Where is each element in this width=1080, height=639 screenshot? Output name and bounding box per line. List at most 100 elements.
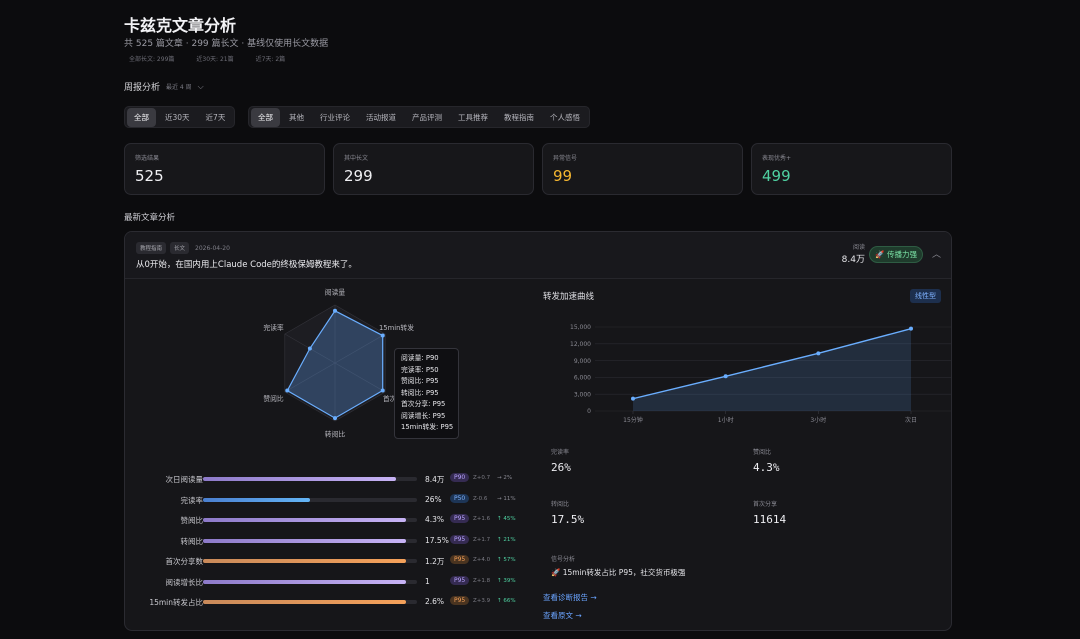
tooltip-line: 赞阅比: P95: [401, 377, 439, 385]
radar-axis: [334, 362, 386, 393]
time-filter: 全部 近30天 近7天: [124, 106, 236, 128]
tag-category: 教程指南: [136, 242, 167, 254]
delta: ↑ 45%: [497, 516, 516, 522]
metric-value: 1: [425, 576, 430, 586]
metric-track: [203, 579, 417, 584]
radar-point: [333, 416, 337, 421]
article-title[interactable]: 从0开始，在国内用上Claude Code的终极保姆教程来了。: [136, 260, 357, 270]
category-tutorial[interactable]: 教程指南: [504, 112, 534, 122]
metric-label: 赞阅比: [180, 516, 204, 525]
line-point: [723, 374, 728, 379]
radar-point: [307, 346, 312, 351]
metric-label: 首次分享数: [165, 557, 204, 566]
meta-row: 全部长文: 299篇 近30天: 21篇 近7天: 2篇: [124, 54, 290, 63]
time-filter-30d[interactable]: 近30天: [165, 112, 190, 122]
z-score: Z+0.7: [473, 475, 491, 481]
card-value: 525: [135, 167, 164, 185]
diagnosis-report-link[interactable]: 查看诊断报告 →: [543, 593, 597, 602]
metric-row: 转阅比 17.5% P95 Z+1.7 ↑ 21%: [125, 534, 535, 548]
stat-value: 17.5%: [551, 513, 585, 526]
metric-value: 1.2万: [425, 557, 445, 566]
article-tags: 教程指南 长文 2026-04-20: [136, 242, 230, 254]
view-original-link[interactable]: 查看原文 →: [543, 611, 582, 620]
time-filter-7d[interactable]: 近7天: [205, 112, 226, 122]
metric-value: 17.5%: [425, 535, 449, 545]
article-date: 2026-04-20: [195, 244, 230, 252]
percentile-badge: P95: [450, 596, 470, 605]
radar-axis-label: 赞阅比: [263, 394, 284, 403]
metric-fill: [203, 559, 407, 563]
delta: → 2%: [497, 475, 513, 481]
category-other[interactable]: 其他: [289, 112, 304, 122]
stat-value: 4.3%: [753, 461, 780, 474]
spread-strong-badge: 🚀 传播力强: [869, 246, 923, 263]
metric-row: 次日阅读量 8.4万 P90 Z+0.7 → 2%: [125, 472, 535, 486]
y-tick-label: 15,000: [570, 324, 591, 331]
metric-fill: [203, 600, 407, 604]
line-point: [631, 396, 635, 401]
chevron-up-icon[interactable]: ︿: [931, 250, 941, 260]
card-label: 异常信号: [553, 155, 578, 162]
metric-value: 2.6%: [425, 597, 445, 606]
article-header[interactable]: 教程指南 长文 2026-04-20 从0开始，在国内用上Claude Code…: [125, 232, 951, 279]
tooltip-line: 阅读量: P90: [401, 354, 439, 362]
chevron-down-icon[interactable]: ⌵: [197, 81, 204, 91]
line-series: [632, 328, 912, 400]
line-area: [633, 328, 911, 411]
article-panel: 教程指南 长文 2026-04-20 从0开始，在国内用上Claude Code…: [124, 231, 952, 631]
line-point: [909, 326, 913, 331]
weekly-label: 周报分析: [124, 83, 161, 93]
card-excellent: 表现优秀+ 499: [751, 143, 952, 195]
y-tick-label: 0: [587, 408, 591, 415]
radar-point: [333, 308, 337, 313]
weekly-report-toggle[interactable]: 周报分析 最近 4 周 ⌵: [124, 80, 204, 94]
x-tick-label: 3小时: [810, 416, 826, 424]
stat-label: 完读率: [551, 449, 570, 456]
radar-point: [380, 333, 385, 338]
metric-track: [203, 477, 417, 481]
z-score: Z-0.6: [473, 495, 488, 502]
tooltip-line: 完读率: P50: [401, 365, 439, 374]
radar-axis-label: 15min转发: [379, 323, 414, 332]
stat-value: 11614: [753, 513, 787, 526]
stat-like-ratio: 赞阅比 4.3%: [753, 447, 780, 474]
category-review[interactable]: 产品评测: [412, 112, 442, 122]
metric-value: 8.4万: [425, 475, 445, 484]
metric-row: 首次分享数 1.2万 P95 Z+4.0 ↑ 57%: [125, 554, 535, 568]
y-tick-label: 12,000: [570, 341, 591, 348]
x-tick-label: 次日: [905, 416, 917, 424]
weekly-range: 最近 4 周: [166, 84, 192, 91]
metric-fill: [203, 497, 310, 502]
page-subtitle: 共 525 篇文章 · 299 篇长文 · 基线仅使用长文数据: [124, 39, 329, 49]
metric-label: 次日阅读量: [165, 475, 204, 484]
tooltip-line: 15min转发: P95: [401, 423, 454, 431]
z-score: Z+4.0: [473, 557, 491, 563]
card-label: 其中长文: [344, 155, 369, 162]
stat-completion: 完读率 26%: [551, 447, 571, 474]
z-score: Z+3.9: [473, 598, 491, 604]
category-industry[interactable]: 行业评论: [320, 112, 350, 122]
metric-value: 26%: [425, 494, 442, 504]
metric-fill: [203, 579, 407, 584]
category-all[interactable]: 全部: [251, 107, 280, 127]
radar-axis: [334, 333, 386, 364]
meta-30d: 近30天: 21篇: [196, 56, 234, 63]
percentile-badge: P95: [450, 514, 470, 523]
percentile-badge: P90: [450, 473, 470, 482]
category-tools[interactable]: 工具推荐: [458, 112, 488, 122]
delta: ↑ 66%: [497, 598, 516, 604]
category-event[interactable]: 活动报道: [366, 112, 396, 122]
x-tick-label: 1小时: [718, 416, 734, 424]
metric-row: 阅读增长比 1 P95 Z+1.8 ↑ 39%: [125, 575, 535, 589]
metric-label: 15min转发占比: [149, 598, 203, 607]
tooltip-line: 首次分享: P95: [401, 400, 446, 408]
stat-forward-ratio: 转阅比 17.5%: [551, 499, 584, 526]
stat-value: 26%: [551, 461, 571, 474]
percentile-badge: P95: [450, 575, 470, 585]
radar-tooltip: 阅读量: P90 完读率: P50 赞阅比: P95 转阅比: P95 首次分享: P9…: [394, 348, 459, 439]
card-value: 499: [762, 167, 791, 185]
time-filter-all[interactable]: 全部: [127, 107, 156, 127]
delta: → 11%: [497, 495, 516, 502]
y-tick-label: 9,000: [574, 358, 591, 365]
category-personal[interactable]: 个人感悟: [550, 112, 580, 122]
